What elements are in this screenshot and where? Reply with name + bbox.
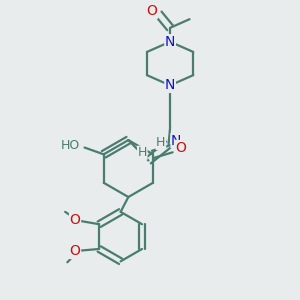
Text: H: H bbox=[156, 136, 166, 149]
Text: O: O bbox=[70, 213, 80, 227]
Text: H: H bbox=[138, 146, 147, 159]
Text: N: N bbox=[165, 78, 175, 92]
Text: O: O bbox=[146, 4, 157, 18]
Text: N: N bbox=[165, 35, 175, 49]
Text: O: O bbox=[70, 244, 80, 258]
Text: HO: HO bbox=[61, 140, 80, 152]
Text: N: N bbox=[171, 134, 181, 148]
Text: O: O bbox=[175, 140, 186, 154]
